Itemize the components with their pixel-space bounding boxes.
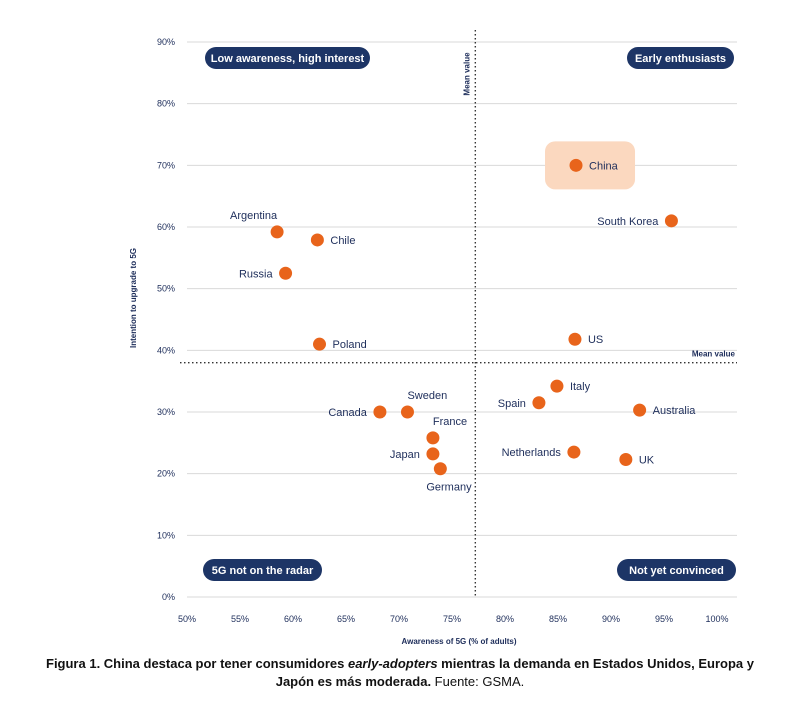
quadrant-top-left-pill [205, 47, 370, 69]
point-label-canada: Canada [328, 407, 367, 419]
quadrant-bottom-right-label: Not yet convinced [629, 565, 724, 577]
point-canada [373, 405, 387, 419]
point-label-australia: Australia [653, 405, 697, 417]
point-uk [619, 452, 633, 466]
caption-bold-2: mientras la demanda en Estados Unidos, E… [275, 656, 754, 689]
x-tick-label: 70% [390, 614, 408, 624]
x-tick-label: 100% [705, 614, 728, 624]
y-tick-label: 80% [157, 99, 175, 109]
caption-source: Fuente: GSMA. [431, 674, 525, 689]
y-tick-label: 70% [157, 160, 175, 170]
x-tick-label: 90% [602, 614, 620, 624]
point-label-sweden: Sweden [407, 390, 447, 402]
point-label-spain: Spain [498, 398, 526, 410]
point-label-russia: Russia [239, 268, 274, 280]
figure-caption: Figura 1. China destaca por tener consum… [40, 655, 760, 691]
point-label-italy: Italy [570, 381, 591, 393]
point-label-uk: UK [639, 454, 655, 466]
point-germany [433, 462, 447, 476]
point-chile [310, 233, 324, 247]
point-south-korea [664, 214, 678, 228]
point-australia [633, 403, 647, 417]
y-axis-ticks: 0% 10% 20% 30% 40% 50% 60% 70% 80% 90% [157, 37, 175, 602]
y-tick-label: 40% [157, 345, 175, 355]
x-axis-title: Awareness of 5G (% of adults) [402, 637, 517, 646]
x-tick-label: 75% [443, 614, 461, 624]
point-label-netherlands: Netherlands [502, 447, 562, 459]
quadrant-top-right-pill [627, 47, 734, 69]
x-tick-label: 60% [284, 614, 302, 624]
highlight-box-china [545, 141, 636, 190]
point-label-poland: Poland [333, 339, 367, 351]
point-russia [279, 266, 293, 280]
x-tick-label: 55% [231, 614, 249, 624]
point-us [568, 332, 582, 346]
mean-x-label: Mean value [462, 52, 471, 96]
point-label-south-korea: South Korea [597, 216, 659, 228]
x-tick-label: 65% [337, 614, 355, 624]
point-poland [313, 337, 326, 351]
mean-lines: Mean value Mean value [180, 30, 737, 597]
caption-italic: early-adopters [347, 656, 438, 671]
point-sweden [400, 405, 414, 419]
data-points: Argentina Chile Russia Poland Canada Sweden Fr… [230, 141, 697, 494]
caption-bold-1: Figura 1. China destaca por tener consum… [46, 656, 348, 671]
y-tick-label: 90% [157, 37, 175, 47]
point-label-china: China [589, 160, 619, 172]
point-china [569, 158, 583, 172]
scatter-chart: 0% 10% 20% 30% 40% 50% 60% 70% 80% 90% 50% 55% 60% 6… [129, 30, 737, 646]
y-tick-label: 50% [157, 284, 175, 294]
quadrant-bottom-right-pill [617, 559, 736, 581]
point-label-chile: Chile [330, 235, 355, 247]
y-tick-label: 60% [157, 222, 175, 232]
point-label-germany: Germany [426, 482, 472, 494]
mean-y-label: Mean value [692, 350, 736, 359]
y-axis-title: Intention to upgrade to 5G [129, 248, 138, 348]
quadrant-top-right-label: Early enthusiasts [635, 53, 726, 65]
point-label-japan: Japan [390, 449, 420, 461]
x-tick-label: 50% [178, 614, 196, 624]
grid-lines [187, 41, 737, 598]
point-label-france: France [433, 416, 467, 428]
quadrant-bottom-left-pill [203, 559, 322, 581]
point-france [426, 431, 440, 445]
quadrant-labels: Low awareness, high interest Early enthus… [203, 47, 736, 581]
point-label-us: US [588, 334, 603, 346]
x-tick-label: 85% [549, 614, 567, 624]
x-tick-label: 95% [655, 614, 673, 624]
quadrant-bottom-left-label: 5G not on the radar [212, 565, 314, 577]
point-label-argentina: Argentina [230, 210, 278, 222]
point-argentina [270, 225, 284, 239]
point-japan [426, 447, 440, 461]
y-tick-label: 0% [162, 592, 175, 602]
y-tick-label: 30% [157, 407, 175, 417]
point-netherlands [567, 445, 581, 459]
y-tick-label: 20% [157, 469, 175, 479]
y-tick-label: 10% [157, 530, 175, 540]
x-tick-label: 80% [496, 614, 514, 624]
point-italy [550, 379, 564, 393]
quadrant-top-left-label: Low awareness, high interest [211, 53, 365, 65]
x-axis-ticks: 50% 55% 60% 65% 70% 75% 80% 85% 90% 95% 100% [178, 614, 729, 624]
point-spain [532, 396, 546, 410]
